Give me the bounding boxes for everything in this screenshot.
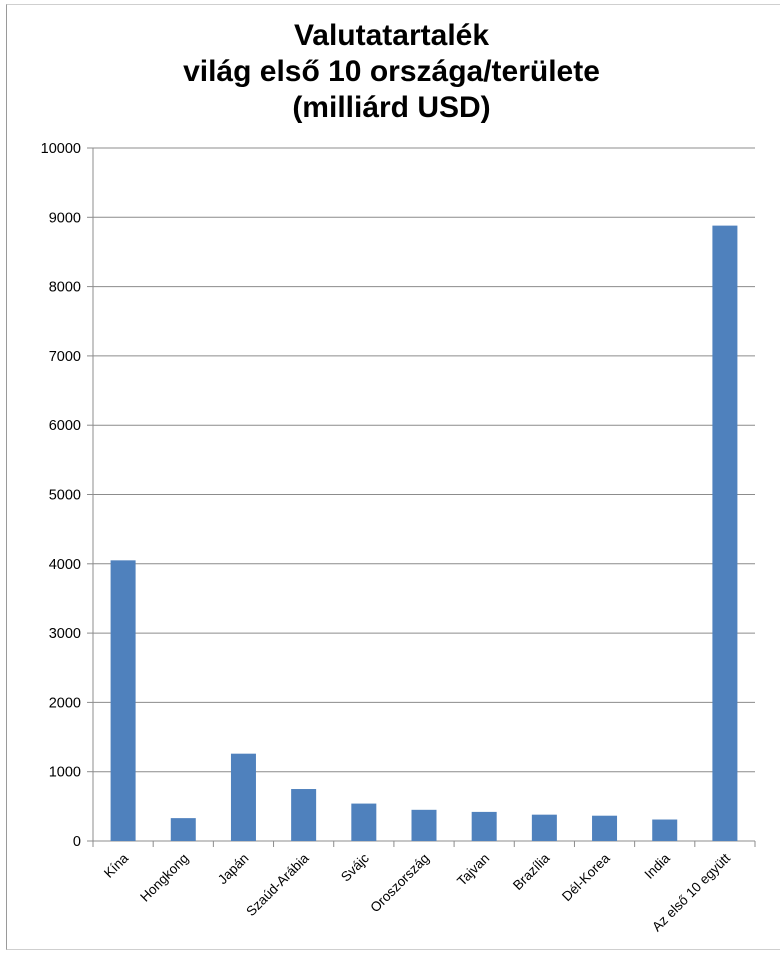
bar xyxy=(592,815,618,841)
bar xyxy=(291,789,317,841)
y-tick-label: 1000 xyxy=(49,765,81,781)
x-tick-label: Brazília xyxy=(510,850,553,893)
bar xyxy=(411,809,437,841)
y-tick-label: 9000 xyxy=(49,210,81,226)
y-tick-label: 2000 xyxy=(49,695,81,711)
chart-title-line-3: (milliárd USD) xyxy=(292,91,491,124)
x-tick-label: Oroszország xyxy=(367,851,432,916)
x-tick-label: Hongkong xyxy=(137,851,191,905)
x-tick-label: Szaúd-Arábia xyxy=(243,850,312,919)
bar xyxy=(471,811,497,841)
x-tick-label: Tajvan xyxy=(454,851,492,889)
x-tick-label: Kína xyxy=(101,850,132,881)
y-tick-label: 0 xyxy=(73,834,81,850)
x-tick-label: India xyxy=(642,850,674,882)
bar xyxy=(110,560,136,841)
y-tick-label: 6000 xyxy=(49,418,81,434)
bar xyxy=(230,753,256,841)
bar xyxy=(351,803,377,841)
bar xyxy=(170,818,196,841)
chart-title: Valutatartalék világ első 10 országa/ter… xyxy=(0,18,783,126)
x-tick-label: Svájc xyxy=(338,850,372,884)
chart-frame xyxy=(6,4,780,950)
x-tick-label: Dél-Korea xyxy=(559,850,613,904)
y-tick-label: 10000 xyxy=(41,141,81,157)
chart-title-line-2: világ első 10 országa/területe xyxy=(183,55,600,88)
y-tick-label: 4000 xyxy=(49,557,81,573)
bar xyxy=(531,814,557,841)
y-tick-label: 8000 xyxy=(49,280,81,296)
x-tick-label: Japán xyxy=(215,851,252,888)
bar xyxy=(652,819,678,841)
chart-title-line-1: Valutatartalék xyxy=(293,19,490,52)
y-tick-label: 7000 xyxy=(49,349,81,365)
bar xyxy=(712,225,738,842)
y-tick-label: 3000 xyxy=(49,626,81,642)
y-tick-label: 5000 xyxy=(49,488,81,504)
